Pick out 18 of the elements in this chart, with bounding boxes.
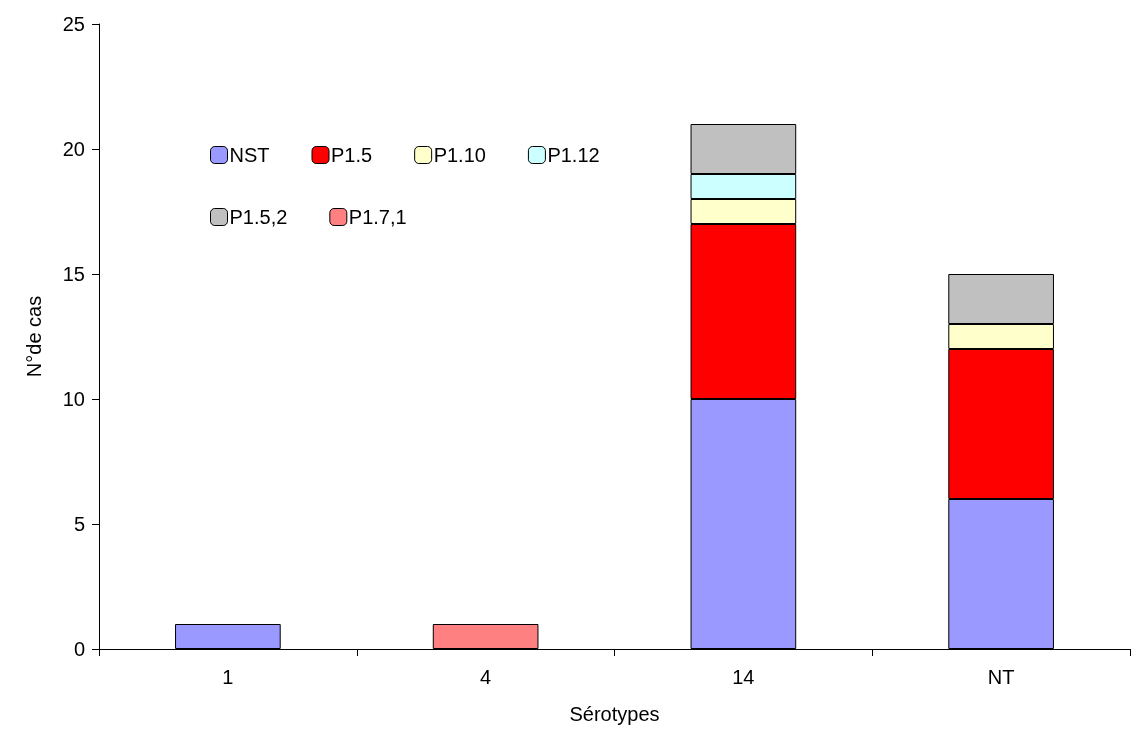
x-tick-label: 1	[222, 666, 234, 688]
legend-label: P1.12	[547, 144, 600, 166]
y-tick-label: 20	[62, 138, 85, 160]
legend-label: P1.5	[331, 144, 373, 166]
y-tick-label: 15	[62, 263, 85, 285]
legend-label: P1.10	[433, 144, 486, 166]
legend-label: NST	[229, 144, 270, 166]
y-tick-label: 10	[62, 388, 85, 410]
y-tick-label: 5	[73, 513, 85, 535]
x-tick-label: 4	[480, 666, 492, 688]
x-axis-title: Sérotypes	[569, 703, 660, 725]
x-tick-label: NT	[987, 666, 1015, 688]
y-axis-title: N°de cas	[23, 295, 45, 378]
y-tick-label: 25	[62, 13, 85, 35]
x-tick-label: 14	[732, 666, 755, 688]
y-tick-label: 0	[73, 638, 85, 660]
legend-label: P1.5,2	[229, 206, 288, 228]
legend-label: P1.7,1	[348, 206, 407, 228]
